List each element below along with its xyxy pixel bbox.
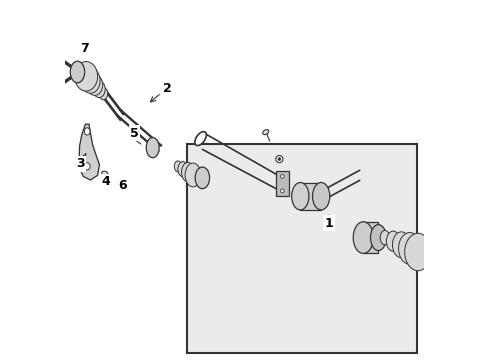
Ellipse shape [280,189,284,193]
Ellipse shape [104,177,108,180]
Text: 3: 3 [76,153,86,170]
Text: 2: 2 [150,82,171,102]
Ellipse shape [262,130,268,135]
Ellipse shape [194,132,206,145]
Text: 5: 5 [130,127,139,140]
Ellipse shape [99,87,107,100]
Ellipse shape [277,158,280,161]
Ellipse shape [404,233,430,271]
Ellipse shape [380,230,389,245]
Bar [363,222,378,253]
Bar [275,171,288,196]
Ellipse shape [120,186,122,189]
Ellipse shape [52,67,62,77]
Ellipse shape [178,162,187,177]
Ellipse shape [185,163,201,187]
Ellipse shape [398,233,420,264]
Ellipse shape [130,135,135,140]
Ellipse shape [93,81,105,98]
Ellipse shape [87,75,102,95]
Ellipse shape [75,62,98,91]
Ellipse shape [70,61,84,83]
Bar [186,144,416,353]
Text: 4: 4 [102,175,110,188]
Ellipse shape [275,156,283,163]
Ellipse shape [352,222,373,253]
Bar [300,183,321,210]
Ellipse shape [121,179,127,183]
Ellipse shape [118,184,125,191]
Ellipse shape [181,162,194,182]
Ellipse shape [370,225,386,251]
Text: 1: 1 [324,215,333,230]
Text: 7: 7 [80,42,88,55]
Ellipse shape [84,163,90,170]
Ellipse shape [438,252,444,259]
Ellipse shape [102,171,108,176]
Ellipse shape [291,183,308,210]
Ellipse shape [392,232,409,258]
Ellipse shape [174,161,181,172]
Ellipse shape [146,138,159,158]
Ellipse shape [84,128,90,135]
Text: 6: 6 [118,179,126,192]
Ellipse shape [81,68,100,93]
Ellipse shape [195,167,209,189]
Ellipse shape [312,183,329,210]
Ellipse shape [386,231,399,251]
Ellipse shape [280,175,284,178]
Polygon shape [79,124,99,180]
